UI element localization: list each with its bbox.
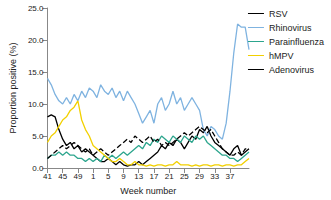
svg-text:41: 41 — [43, 172, 52, 181]
svg-text:15.0: 15.0 — [28, 68, 44, 77]
svg-text:5.0: 5.0 — [32, 132, 44, 141]
svg-text:Parainfluenza: Parainfluenza — [269, 37, 324, 47]
svg-text:RSV: RSV — [269, 9, 288, 19]
svg-text:29: 29 — [195, 172, 204, 181]
svg-text:17: 17 — [149, 172, 158, 181]
svg-text:37: 37 — [226, 172, 235, 181]
svg-text:Adenovirus: Adenovirus — [269, 65, 315, 75]
svg-text:0.0: 0.0 — [32, 163, 44, 173]
svg-text:25: 25 — [180, 172, 189, 181]
svg-text:Week number: Week number — [120, 186, 176, 196]
svg-text:9: 9 — [121, 172, 126, 181]
svg-text:Proportion positive (%): Proportion positive (%) — [8, 42, 18, 133]
svg-text:20.0: 20.0 — [28, 36, 44, 45]
svg-text:hMPV: hMPV — [269, 51, 294, 61]
svg-text:25.0: 25.0 — [28, 4, 44, 13]
svg-text:5: 5 — [106, 172, 111, 181]
svg-text:45: 45 — [58, 172, 67, 181]
svg-text:10.0: 10.0 — [28, 100, 44, 109]
svg-text:49: 49 — [73, 172, 82, 181]
svg-text:33: 33 — [210, 172, 219, 181]
svg-text:13: 13 — [134, 172, 143, 181]
svg-text:1: 1 — [91, 172, 96, 181]
svg-text:Rhinovirus: Rhinovirus — [269, 23, 312, 33]
svg-text:21: 21 — [165, 172, 174, 181]
